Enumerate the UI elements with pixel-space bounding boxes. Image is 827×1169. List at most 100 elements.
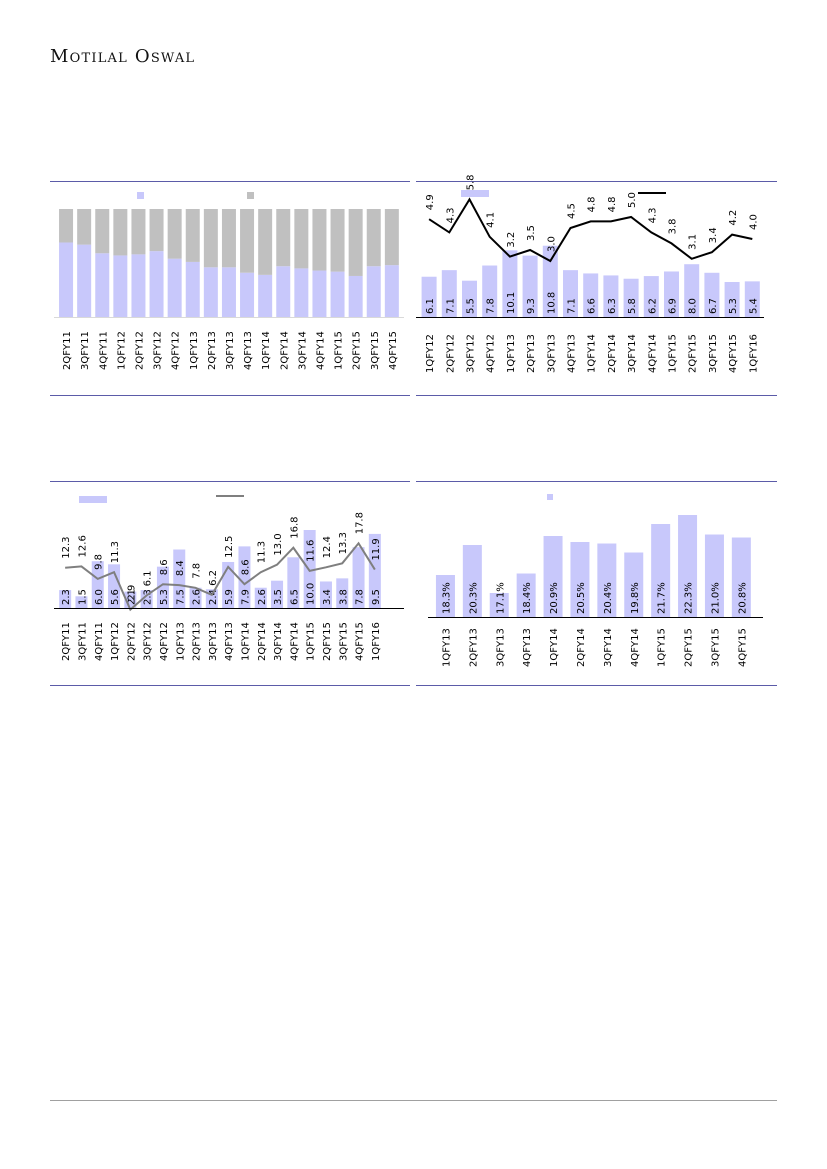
- chart-mix-share: 2QFY11 3QFY11 4QFY11 1QFY12 2QFY12 3QFY12 4QFY…: [50, 181, 410, 396]
- x-tick-label: 1QFY12: [116, 331, 127, 370]
- x-tick-label: 2QFY14: [576, 628, 587, 667]
- bar: [421, 276, 437, 317]
- x-tick-label: 1QFY16: [371, 622, 382, 661]
- bar-series-2: [167, 209, 182, 259]
- bar-data-label: 6.5: [289, 589, 300, 605]
- bar-series-1: [185, 261, 200, 317]
- bar: [583, 273, 599, 317]
- bar-data-label: 5.8: [627, 298, 638, 314]
- x-axis-line: [54, 317, 404, 318]
- chart-bottom-rule: [50, 685, 410, 686]
- x-tick-label: 4QFY14: [630, 628, 641, 667]
- x-tick-label: 2QFY14: [279, 331, 290, 370]
- line-data-label: 11.3: [110, 541, 121, 563]
- bar-data-label: 7.1: [567, 298, 578, 314]
- chart-top-rule: [50, 181, 410, 182]
- x-tick-label: 4QFY12: [486, 334, 497, 373]
- bar-series-2: [77, 209, 92, 245]
- bar-series-2: [185, 209, 200, 262]
- bar-series-1: [330, 271, 345, 317]
- x-tick-label: 2QFY15: [322, 622, 333, 661]
- x-tick-label: 2QFY13: [207, 331, 218, 370]
- bar-series-1: [203, 267, 218, 317]
- bar-series-2: [59, 209, 74, 243]
- bar: [173, 549, 186, 608]
- line-data-label: 11.9: [371, 538, 382, 560]
- bar-series-1: [221, 267, 236, 317]
- bar: [319, 581, 332, 608]
- bar-data-label: 6.2: [647, 298, 658, 314]
- bar: [441, 270, 457, 317]
- bar-series-1: [384, 265, 399, 317]
- bar-data-label: 19.8%: [630, 582, 641, 614]
- bar-series-2: [95, 209, 110, 254]
- x-tick-label: 4QFY12: [171, 331, 182, 370]
- bar-series-1: [131, 254, 146, 317]
- x-tick-label: 2QFY14: [607, 334, 618, 373]
- bar-data-label: 1.5: [77, 589, 88, 605]
- bar-data-label: 2.3: [143, 589, 154, 605]
- chart-bottom-rule: [416, 395, 777, 396]
- line-data-label: 4.3: [647, 207, 658, 223]
- x-tick-label: 1QFY12: [425, 334, 436, 373]
- bar: [651, 524, 671, 617]
- bar: [489, 593, 509, 617]
- line-data-label: 16.8: [289, 516, 300, 538]
- bar-data-label: 20.5%: [576, 582, 587, 614]
- x-tick-label: 1QFY15: [306, 622, 317, 661]
- x-tick-label: 3QFY12: [153, 331, 164, 370]
- chart-top-rule: [416, 481, 777, 482]
- x-tick-label: 1QFY14: [587, 334, 598, 373]
- line-data-label: 13.3: [338, 532, 349, 554]
- x-tick-label: 1QFY15: [334, 331, 345, 370]
- bar-series-1: [312, 270, 327, 317]
- x-axis-line: [416, 317, 764, 318]
- chart-mix-share-svg: 2QFY11 3QFY11 4QFY11 1QFY12 2QFY12 3QFY12 4QFY…: [50, 181, 410, 396]
- x-tick-label: 3QFY15: [708, 334, 719, 373]
- line-data-label: 6.2: [208, 570, 219, 586]
- bar: [462, 280, 477, 317]
- bar-data-label: 10.0: [306, 583, 317, 605]
- x-tick-label: 1QFY13: [441, 628, 452, 667]
- bar: [368, 533, 381, 608]
- line-data-label: 3.8: [668, 218, 679, 234]
- x-tick-label: 2QFY12: [134, 331, 145, 370]
- bar: [108, 564, 121, 608]
- bar-series-1: [348, 275, 363, 317]
- bar-data-label: 5.3: [728, 298, 739, 314]
- x-tick-label: 2QFY13: [468, 628, 479, 667]
- line-data-label: 12.5: [224, 536, 235, 558]
- line-data-label: 11.3: [257, 541, 268, 563]
- x-tick-label: 1QFY14: [240, 622, 251, 661]
- bar-series-2: [203, 209, 218, 268]
- bar-data-label: 2.4: [208, 589, 219, 605]
- bar: [684, 264, 700, 317]
- bar: [704, 272, 720, 317]
- x-tick-label: 1QFY13: [506, 334, 517, 373]
- bar-data-label: 21.0%: [710, 582, 721, 614]
- bar-series-1: [77, 244, 92, 317]
- x-tick-label: 2QFY12: [126, 622, 137, 661]
- line-data-label: 2.9: [126, 585, 137, 601]
- bar: [678, 515, 698, 617]
- bar-series-2: [113, 209, 128, 256]
- line-data-label: 8.6: [240, 559, 251, 575]
- line-data-label: 4.5: [567, 203, 578, 219]
- bar: [189, 587, 202, 608]
- legend-swatch-series-1: [137, 192, 144, 199]
- legend-swatch-bars: [547, 494, 553, 500]
- bar-series-2: [384, 209, 399, 266]
- bar: [664, 271, 679, 317]
- bar-data-label: 6.9: [668, 298, 679, 314]
- line-data-label: 4.8: [607, 196, 618, 212]
- line-data-label: 4.1: [486, 212, 497, 228]
- x-tick-label: 4QFY11: [98, 331, 109, 370]
- line-data-label: 11.6: [306, 540, 317, 562]
- legend-swatch-bars: [79, 496, 107, 503]
- bar: [543, 536, 563, 617]
- chart-bottom-rule: [50, 395, 410, 396]
- legend-swatch-bars: [461, 190, 489, 197]
- line-data-label: 4.9: [425, 194, 436, 210]
- x-tick-label: 4QFY13: [522, 628, 533, 667]
- line-data-label: 3.4: [708, 227, 719, 243]
